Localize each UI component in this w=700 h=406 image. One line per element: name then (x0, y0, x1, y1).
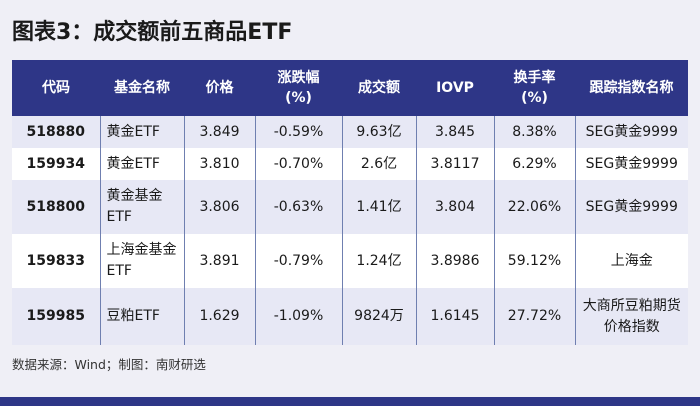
header-label: 涨跌幅 (277, 70, 320, 86)
cell-turnover-rate: 27.72% (493, 288, 575, 345)
footer-band (0, 397, 700, 406)
cell-fund-name: 豆粕ETF (99, 288, 184, 345)
header-turnover-amount: 成交额 (342, 60, 416, 116)
cell-tracking-index: SEG黄金9999 (574, 116, 688, 148)
cell-price: 3.849 (183, 116, 255, 148)
cell-change: -1.09% (254, 288, 342, 345)
cell-change: -0.70% (254, 148, 342, 180)
cell-iovp: 1.6145 (415, 288, 494, 345)
cell-turnover-amount: 9824万 (341, 288, 416, 345)
cell-turnover-amount: 1.24亿 (341, 234, 416, 288)
cell-turnover-rate: 22.06% (493, 180, 575, 234)
figure-title: 图表3：成交额前五商品ETF (12, 20, 293, 45)
source-note: 数据来源：Wind；制图：南财研选 (12, 357, 206, 372)
header-fund-name: 基金名称 (100, 60, 184, 116)
header-change: 涨跌幅 (%) (255, 60, 342, 116)
cell-fund-name: 上海金基金ETF (99, 234, 184, 288)
header-turnover-rate: 换手率 (%) (494, 60, 575, 116)
cell-iovp: 3.804 (415, 180, 494, 234)
header-label: 跟踪指数名称 (589, 80, 674, 96)
cell-code: 518800 (12, 180, 100, 234)
table-row: 518880 黄金ETF 3.849 -0.59% 9.63亿 3.845 8.… (12, 116, 688, 148)
cell-iovp: 3.845 (415, 116, 494, 148)
cell-turnover-amount: 1.41亿 (341, 180, 416, 234)
cell-fund-name: 黄金ETF (99, 116, 184, 148)
header-iovp: IOVP (416, 60, 494, 116)
header-label: 换手率 (513, 70, 556, 86)
header-tracking-index: 跟踪指数名称 (575, 60, 688, 116)
cell-change: -0.79% (254, 234, 342, 288)
cell-fund-name: 黄金基金ETF (99, 180, 184, 234)
cell-tracking-index: 上海金 (574, 234, 688, 288)
cell-price: 3.806 (183, 180, 255, 234)
header-label: 价格 (205, 80, 234, 96)
cell-change: -0.59% (254, 116, 342, 148)
cell-tracking-index: 大商所豆粕期货价格指数 (574, 288, 688, 345)
cell-change: -0.63% (254, 180, 342, 234)
header-price: 价格 (184, 60, 255, 116)
header-label: 代码 (42, 80, 70, 96)
cell-price: 3.891 (183, 234, 255, 288)
header-label: 基金名称 (114, 80, 170, 96)
table-row: 159934 黄金ETF 3.810 -0.70% 2.6亿 3.8117 6.… (12, 148, 688, 180)
header-code: 代码 (12, 60, 100, 116)
cell-price: 3.810 (183, 148, 255, 180)
table-row: 159833 上海金基金ETF 3.891 -0.79% 1.24亿 3.898… (12, 234, 688, 288)
cell-tracking-index: SEG黄金9999 (574, 180, 688, 234)
table-row: 518800 黄金基金ETF 3.806 -0.63% 1.41亿 3.804 … (12, 180, 688, 234)
cell-tracking-index: SEG黄金9999 (574, 148, 688, 180)
header-unit: (%) (521, 90, 548, 106)
cell-iovp: 3.8986 (415, 234, 494, 288)
header-label: IOVP (436, 80, 474, 96)
cell-code: 159934 (12, 148, 100, 180)
cell-turnover-amount: 2.6亿 (341, 148, 416, 180)
cell-code: 159985 (12, 288, 100, 345)
cell-price: 1.629 (183, 288, 255, 345)
cell-code: 518880 (12, 116, 100, 148)
etf-table: 代码 基金名称 价格 涨跌幅 (%) 成交额 IOVP 换手率 (%) 跟踪指数名称… (12, 60, 688, 345)
table-header-row: 代码 基金名称 价格 涨跌幅 (%) 成交额 IOVP 换手率 (%) 跟踪指数名称 (12, 60, 688, 116)
header-unit: (%) (285, 90, 312, 106)
cell-iovp: 3.8117 (415, 148, 494, 180)
cell-turnover-rate: 59.12% (493, 234, 575, 288)
table-row: 159985 豆粕ETF 1.629 -1.09% 9824万 1.6145 2… (12, 288, 688, 345)
cell-turnover-rate: 8.38% (493, 116, 575, 148)
cell-code: 159833 (12, 234, 100, 288)
cell-turnover-amount: 9.63亿 (341, 116, 416, 148)
cell-turnover-rate: 6.29% (493, 148, 575, 180)
header-label: 成交额 (358, 80, 400, 96)
cell-fund-name: 黄金ETF (99, 148, 184, 180)
